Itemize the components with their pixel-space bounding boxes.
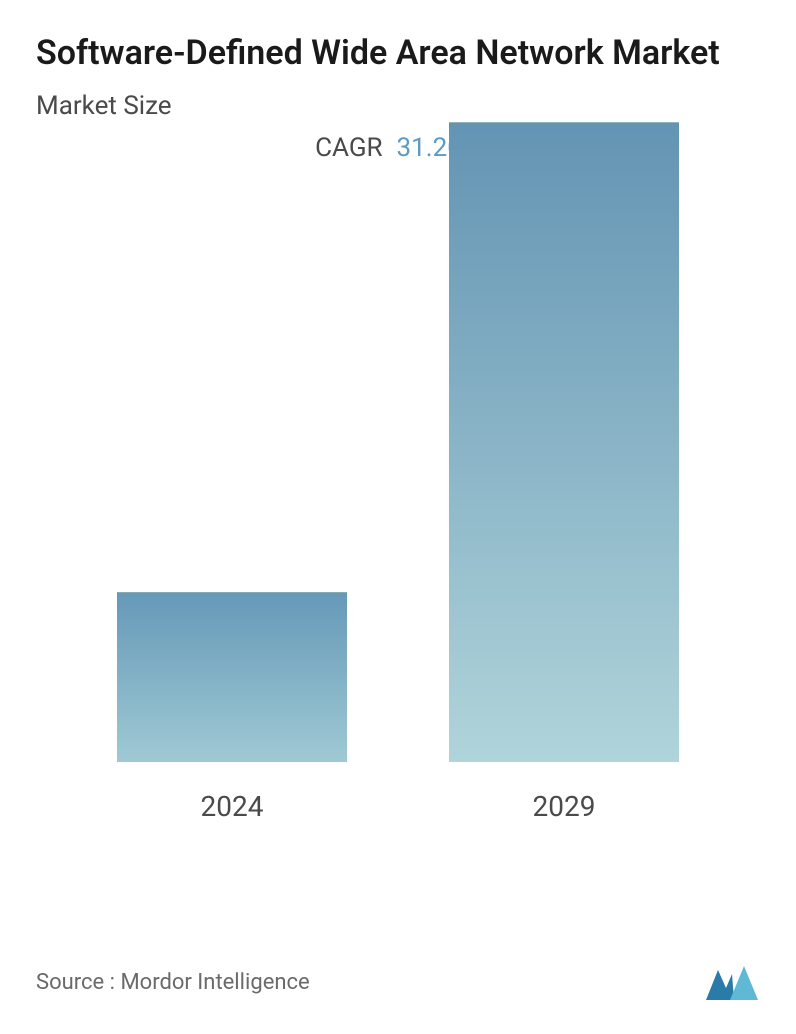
chart-subtitle: Market Size bbox=[36, 91, 760, 121]
mordor-logo-icon bbox=[704, 962, 760, 1002]
bar-2029 bbox=[449, 122, 679, 762]
source-label: Source : bbox=[36, 970, 115, 995]
chart-title: Software-Defined Wide Area Network Marke… bbox=[36, 32, 760, 75]
logo-peak-right bbox=[730, 966, 758, 1000]
logo-peak-left bbox=[706, 970, 734, 1000]
bar-group-2029: 2029 bbox=[424, 122, 704, 823]
chart-footer: Source : Mordor Intelligence bbox=[36, 962, 760, 1002]
cagr-label: CAGR bbox=[315, 133, 382, 163]
bar-label-2029: 2029 bbox=[533, 790, 596, 823]
bar-2024 bbox=[117, 592, 347, 762]
source-text: Source : Mordor Intelligence bbox=[36, 970, 310, 995]
bar-group-2024: 2024 bbox=[92, 592, 372, 823]
source-name: Mordor Intelligence bbox=[120, 970, 309, 995]
bar-label-2024: 2024 bbox=[201, 790, 264, 823]
bar-chart: 2024 2029 bbox=[36, 183, 760, 823]
